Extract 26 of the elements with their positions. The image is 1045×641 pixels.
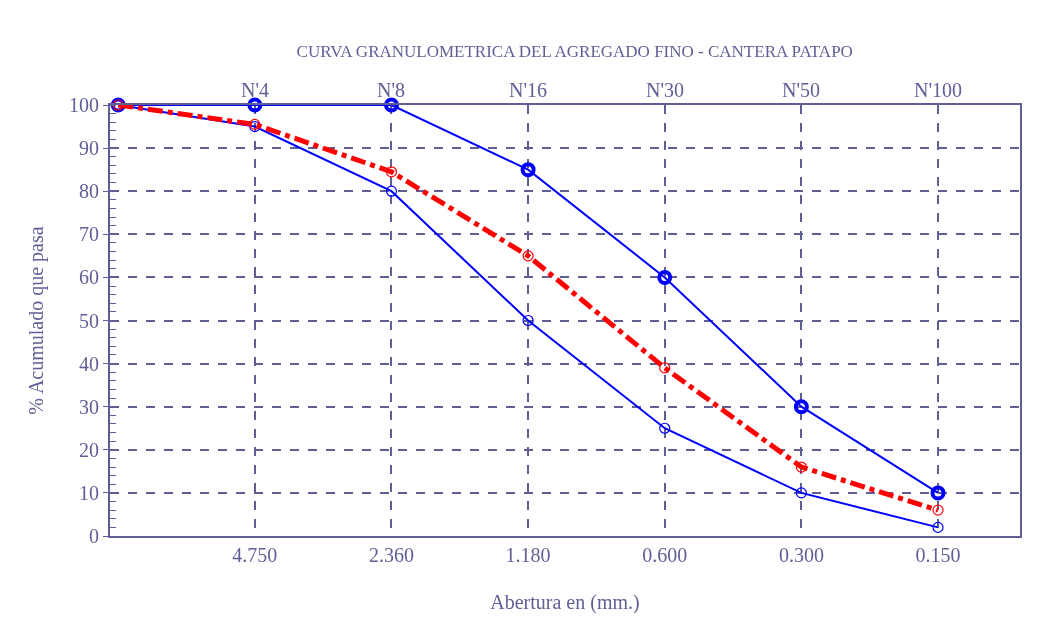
y-tick-label: 80 [79, 180, 99, 203]
x-axis-title: Abertura en (mm.) [490, 591, 640, 614]
y-tick-label: 100 [69, 94, 99, 116]
x-tick-label: 0.300 [778, 544, 824, 566]
x-tick-label: 1.180 [505, 544, 551, 566]
text: N'16 [509, 79, 548, 101]
x-tick-label: 4.750 [232, 544, 278, 566]
y-tick-label: 70 [79, 223, 99, 246]
text: N'100 [914, 79, 963, 101]
y-tick-label: 90 [79, 137, 99, 160]
x-tick-label: 0.150 [915, 544, 961, 566]
text: N'50 [782, 79, 821, 101]
x-tick-label: 0.600 [642, 544, 688, 566]
y-tick-label: 50 [79, 309, 99, 332]
y-axis-title: % Acumulado que pasa [25, 226, 48, 415]
y-tick-label: 20 [79, 438, 99, 461]
y-tick-label: 30 [79, 395, 99, 418]
y-tick-label: 40 [79, 352, 99, 375]
y-tick-label: 10 [79, 481, 99, 504]
text: N'8 [377, 79, 406, 101]
text: N'4 [241, 79, 270, 101]
chart-title: CURVA GRANULOMETRICA DEL AGREGADO FINO - CANTERA PATAPO [296, 41, 853, 61]
text: N'30 [646, 79, 685, 101]
y-tick-label: 60 [79, 266, 99, 289]
x-tick-label: 2.360 [368, 544, 414, 566]
y-tick-label: 0 [89, 525, 99, 547]
